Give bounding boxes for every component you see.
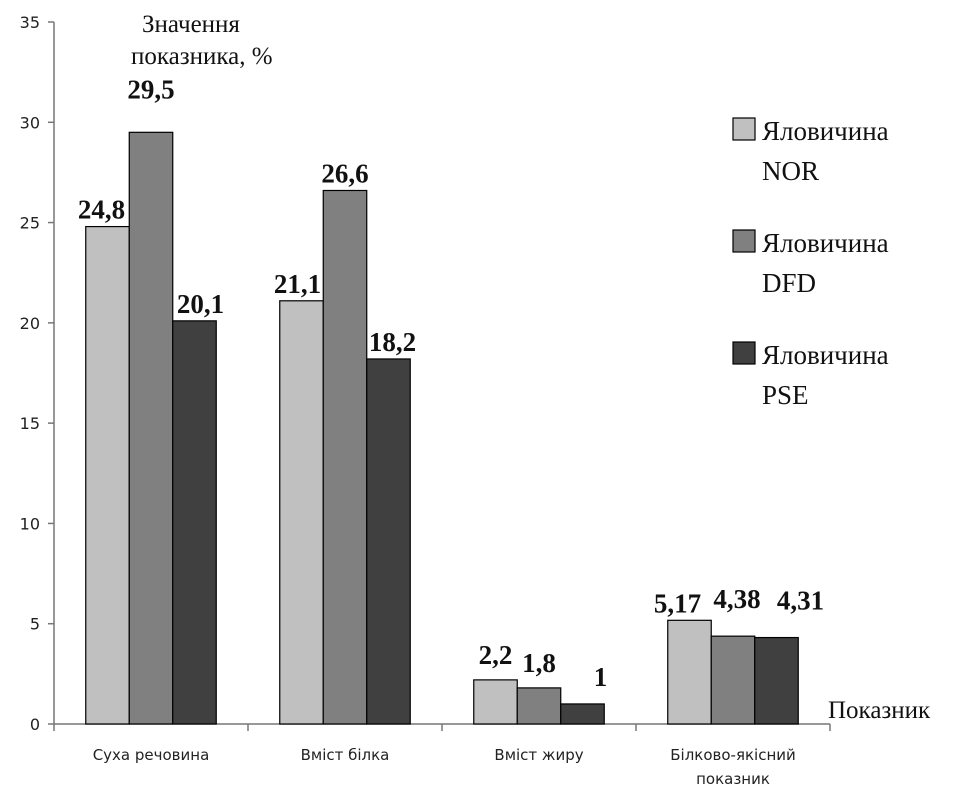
legend-label: Яловичина <box>762 340 889 370</box>
legend: Яловичина NOR Яловичина DFD Яловичина PSE <box>732 116 889 410</box>
legend-label: NOR <box>762 156 819 186</box>
legend-label: Яловичина <box>762 228 889 258</box>
y-tick-label: 10 <box>20 514 40 533</box>
data-label: 24,8 <box>78 195 125 225</box>
legend-swatch <box>732 229 756 253</box>
legend-label: PSE <box>762 380 809 410</box>
bar <box>710 635 756 725</box>
data-label: 1 <box>594 662 608 692</box>
legend-swatch <box>732 341 756 365</box>
legend-label: Яловичина <box>762 116 889 146</box>
y-axis-title-line1: Значення <box>142 11 240 38</box>
data-label: 4,31 <box>777 586 824 616</box>
data-label: 5,17 <box>654 588 701 618</box>
bar <box>279 300 324 725</box>
data-label: 29,5 <box>127 74 174 104</box>
x-tick-label: Білково-якісний показник <box>670 746 796 788</box>
data-labels: 24,8 29,5 20,1 21,1 26,6 18,2 2,2 1,8 1 5,17 4,38 4… <box>78 74 824 692</box>
y-axis-title-line2: показника, % <box>131 43 273 70</box>
y-tick-label: 0 <box>30 715 40 734</box>
y-tick-label: 25 <box>20 214 40 233</box>
legend-label: DFD <box>762 268 816 298</box>
x-tick-label: Вміст білка <box>301 746 390 764</box>
data-label: 18,2 <box>369 327 416 357</box>
bar <box>560 703 605 725</box>
bar <box>322 189 368 725</box>
bar <box>85 225 130 725</box>
legend-swatch <box>732 117 756 141</box>
bar <box>172 320 217 725</box>
x-tick-label: Вміст жиру <box>494 746 583 764</box>
data-label: 2,2 <box>479 640 513 670</box>
y-tick-label: 35 <box>20 13 40 32</box>
y-tick-label: 20 <box>20 314 40 333</box>
bar <box>366 358 411 725</box>
bar <box>473 679 518 725</box>
data-label: 26,6 <box>321 158 368 188</box>
data-label: 4,38 <box>713 584 760 614</box>
x-axis-title: Показник <box>828 697 931 724</box>
bar <box>667 619 712 725</box>
bar <box>128 131 174 725</box>
bar <box>516 687 562 725</box>
axes: 0 5 10 15 20 25 30 35 Суха речовина Вміст білка Вм… <box>20 11 931 788</box>
bar <box>754 636 799 725</box>
x-tick-label: Суха речовина <box>93 746 210 764</box>
bars <box>85 131 799 725</box>
y-tick-label: 30 <box>20 113 40 132</box>
y-tick-label: 5 <box>30 615 40 634</box>
y-tick-label: 15 <box>20 414 40 433</box>
data-label: 20,1 <box>177 289 224 319</box>
data-label: 21,1 <box>274 269 321 299</box>
data-label: 1,8 <box>522 648 556 678</box>
